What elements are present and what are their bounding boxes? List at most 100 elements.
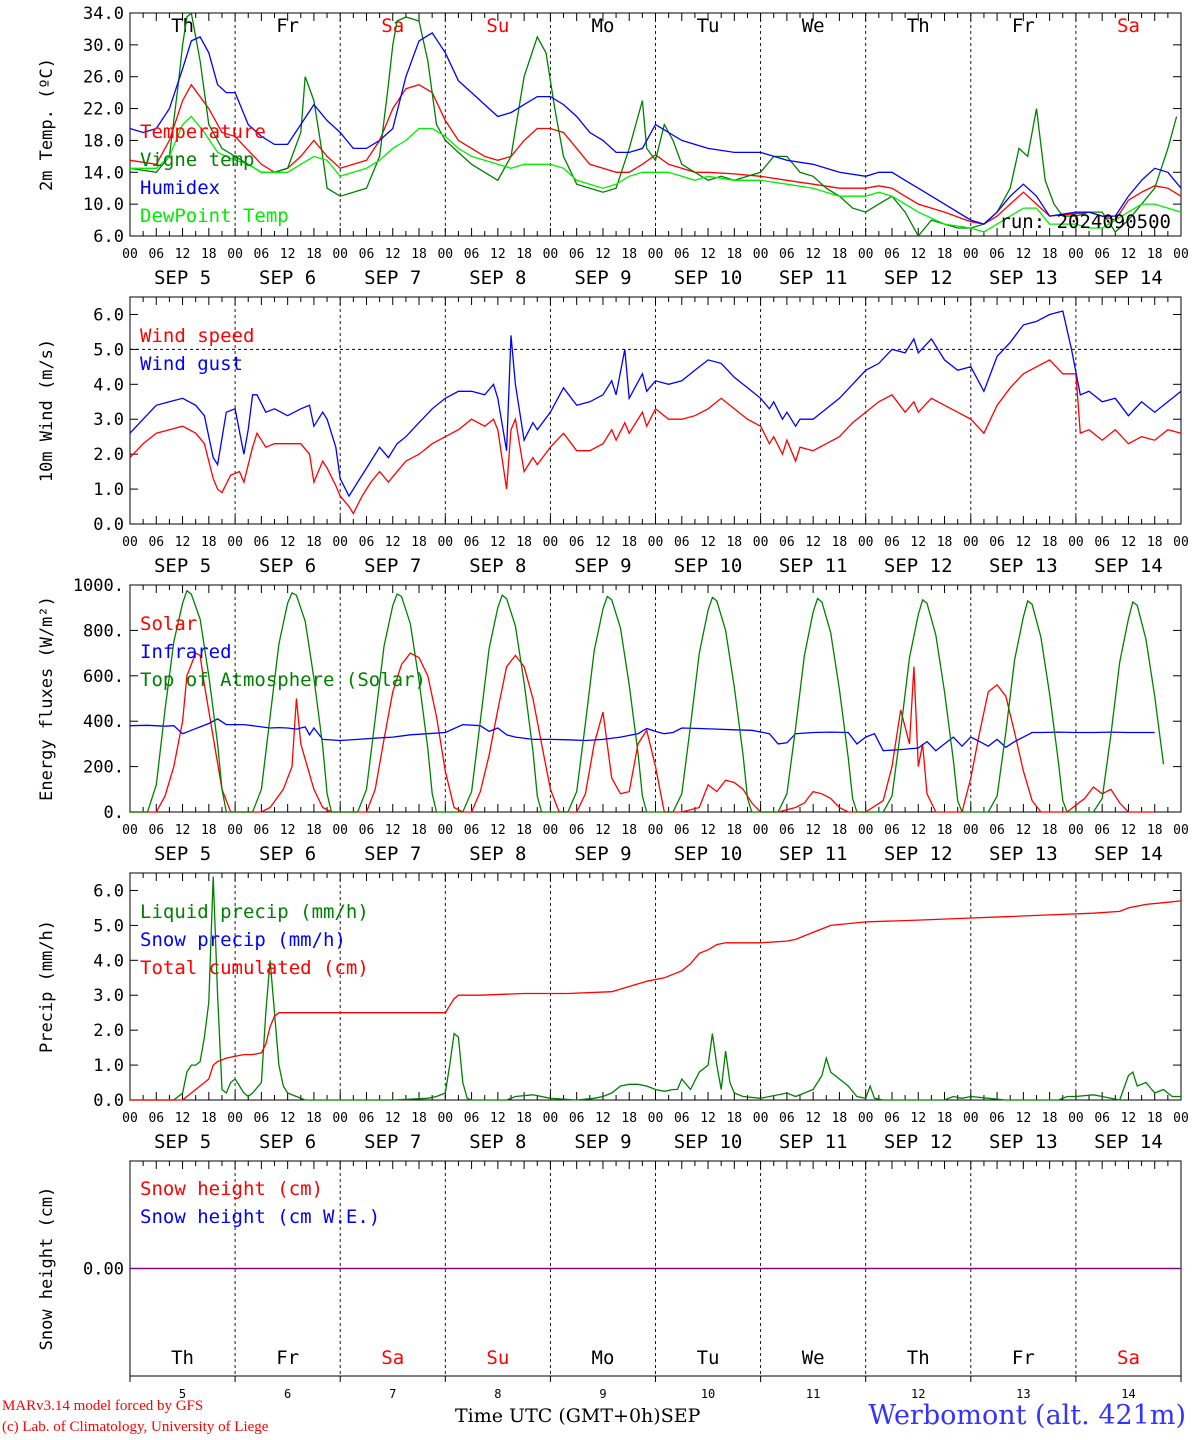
panel-1-ytick-label: 10.0: [83, 195, 124, 215]
panel-1-date-label: SEP 10: [674, 267, 743, 289]
panel-4-hour-label: 00: [543, 1111, 559, 1126]
panel-5-day-number: 8: [494, 1387, 501, 1401]
panel-5-day-number: 11: [806, 1387, 820, 1401]
panel-1-hour-label: 06: [148, 247, 164, 262]
panel-4-hour-label: 12: [910, 1111, 926, 1126]
panel-1-ytick-label: 14.0: [83, 163, 124, 183]
panel-2-ytick-label: 6.0: [93, 305, 124, 325]
panel-3-hour-label: 18: [621, 823, 637, 838]
panel-1-dow-label: Fr: [1012, 15, 1035, 37]
panel-1-hour-label: 18: [1042, 247, 1058, 262]
panel-3-date-label: SEP 7: [364, 843, 421, 865]
panel-1-hour-label: 00: [753, 247, 769, 262]
panel-1-ytick-label: 22.0: [83, 100, 124, 120]
panel-2-date-label: SEP 5: [154, 555, 211, 577]
panel-4-legend-entry: Liquid precip (mm/h): [140, 901, 369, 923]
panel-1-dow-label: Fr: [276, 15, 299, 37]
lab-credit: (c) Lab. of Climatology, University of L…: [2, 1419, 269, 1435]
panel-4-date-label: SEP 5: [154, 1131, 211, 1153]
panel-1-hour-label: 18: [1147, 247, 1163, 262]
panel-2-hour-label: 00: [122, 535, 138, 550]
panel-1-hour-label: 00: [1173, 247, 1189, 262]
panel-1-date-label: SEP 7: [364, 267, 421, 289]
panel-3-hour-label: 12: [1121, 823, 1137, 838]
panel-3-ytick-label: 0.: [104, 803, 124, 823]
panel-4-series-line: [130, 900, 1182, 1101]
panel-2-hour-label: 18: [306, 535, 322, 550]
panel-2-date-label: SEP 6: [259, 555, 316, 577]
x-axis-title-text: Time UTC (GMT+0h): [455, 1405, 661, 1427]
panel-4-hour-label: 06: [254, 1111, 270, 1126]
panel-1-series-line: [129, 83, 1182, 225]
panel-2-date-label: SEP 12: [884, 555, 953, 577]
panel-5-dow-label: Th: [171, 1347, 194, 1369]
panel-3-hour-label: 12: [595, 823, 611, 838]
panel-1-hour-label: 12: [1016, 247, 1032, 262]
panel-4-hour-label: 00: [753, 1111, 769, 1126]
panel-1-hour-label: 18: [306, 247, 322, 262]
panel-1-hour-label: 18: [726, 247, 742, 262]
panel-1-hour-label: 06: [779, 247, 795, 262]
panel-4-hour-label: 18: [832, 1111, 848, 1126]
panel-2-hour-label: 06: [464, 535, 480, 550]
panel-3-hour-label: 00: [437, 823, 453, 838]
panel-4-ytick-label: 3.0: [93, 986, 124, 1006]
panel-1-hour-label: 12: [490, 247, 506, 262]
panel-1-hour-label: 18: [937, 247, 953, 262]
panel-2-hour-label: 00: [648, 535, 664, 550]
panel-4-hour-label: 12: [1121, 1111, 1137, 1126]
panel-3-date-label: SEP 9: [574, 843, 631, 865]
panel-4-legend-entry: Total cumulated (cm): [140, 957, 369, 979]
panel-4-hour-label: 00: [1068, 1111, 1084, 1126]
panel-2-hour-label: 12: [1016, 535, 1032, 550]
panel-4-hour-label: 00: [648, 1111, 664, 1126]
panel-4-date-label: SEP 11: [779, 1131, 848, 1153]
panel-1-ytick-label: 26.0: [83, 68, 124, 88]
panel-2-hour-label: 18: [516, 535, 532, 550]
panel-4-ytick-label: 4.0: [93, 951, 124, 971]
panel-2-hour-label: 12: [910, 535, 926, 550]
panel-2-hour-label: 18: [1042, 535, 1058, 550]
panel-3-hour-label: 18: [937, 823, 953, 838]
panel-2-ytick-label: 1.0: [93, 480, 124, 500]
panel-2-hour-label: 06: [779, 535, 795, 550]
panel-3-ytick-label: 400.: [83, 712, 124, 732]
panel-5-dow-label: Fr: [1012, 1347, 1035, 1369]
panel-1-run-label: run: 2024090500: [999, 211, 1171, 233]
panel-3-hour-label: 06: [254, 823, 270, 838]
panel-3-hour-label: 00: [648, 823, 664, 838]
panel-4-hour-label: 12: [385, 1111, 401, 1126]
panel-3-hour-label: 18: [1042, 823, 1058, 838]
panel-3-hour-label: 06: [359, 823, 375, 838]
panel-5-dow-label: We: [802, 1347, 825, 1369]
panel-4-date-label: SEP 14: [1094, 1131, 1163, 1153]
panel-3-date-label: SEP 14: [1094, 843, 1163, 865]
panel-4-date-label: SEP 7: [364, 1131, 421, 1153]
panel-2-date-label: SEP 7: [364, 555, 421, 577]
panel-4-hour-label: 18: [937, 1111, 953, 1126]
panel-3-hour-label: 12: [805, 823, 821, 838]
panel-3-ytick-label: 800.: [83, 621, 124, 641]
panel-5-ytick-label: 0.00: [83, 1260, 124, 1280]
panel-3-hour-label: 12: [910, 823, 926, 838]
panel-1-hour-label: 00: [963, 247, 979, 262]
panel-1-dow-label: Sa: [381, 15, 404, 37]
panel-4-hour-label: 18: [411, 1111, 427, 1126]
panel-3-date-label: SEP 6: [259, 843, 316, 865]
panel-3-hour-label: 06: [884, 823, 900, 838]
station-name: Werbomont (alt. 421m): [868, 1400, 1186, 1431]
panel-1-date-label: SEP 14: [1094, 267, 1163, 289]
panel-1-hour-label: 06: [464, 247, 480, 262]
panel-3-hour-label: 00: [332, 823, 348, 838]
panel-3-hour-label: 18: [726, 823, 742, 838]
panel-3-hour-label: 06: [674, 823, 690, 838]
panel-2-hour-label: 00: [227, 535, 243, 550]
panel-1-hour-label: 12: [280, 247, 296, 262]
panel-1-hour-label: 12: [1121, 247, 1137, 262]
panel-4-hour-label: 00: [963, 1111, 979, 1126]
panel-1-hour-label: 06: [1094, 247, 1110, 262]
panel-4-hour-label: 18: [306, 1111, 322, 1126]
panel-1-legend-entry: Humidex: [140, 177, 220, 199]
panel-1-hour-label: 00: [122, 247, 138, 262]
panel-4-hour-label: 06: [884, 1111, 900, 1126]
